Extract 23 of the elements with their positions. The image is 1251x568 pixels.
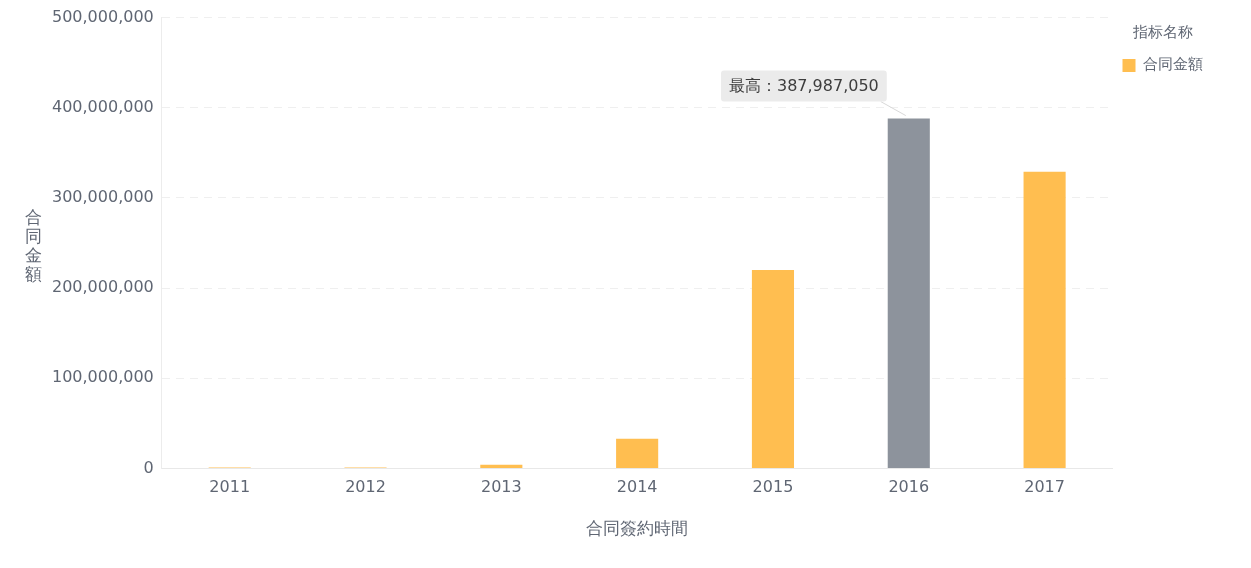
- y-axis-title: 合同金額: [24, 206, 42, 284]
- x-tick-label: 2015: [752, 477, 794, 497]
- x-tick-label: 2013: [480, 477, 522, 497]
- legend-title: 指标名称: [1131, 23, 1193, 42]
- x-tick-label: 2016: [888, 477, 930, 497]
- x-tick-label: 2014: [616, 477, 658, 497]
- x-tick-label: 2011: [209, 477, 251, 497]
- bar: [616, 438, 659, 468]
- annotation: 最高：387,987,050: [728, 76, 879, 96]
- x-tick-label: 2012: [345, 477, 386, 497]
- y-tick-label: 500,000,000: [51, 6, 154, 26]
- bar: [1023, 171, 1066, 468]
- legend-label: 合同金額: [1143, 55, 1203, 74]
- y-tick-label: 100,000,000: [51, 367, 154, 387]
- y-tick-label: 300,000,000: [51, 187, 154, 207]
- x-tick-label: 2017: [1024, 477, 1065, 497]
- y-tick-label: 400,000,000: [51, 96, 154, 116]
- bar: [887, 118, 930, 468]
- bar: [480, 464, 523, 468]
- bar: [751, 270, 795, 468]
- x-axis-title: 合同簽約時間: [586, 518, 689, 539]
- y-tick-label: 200,000,000: [51, 277, 154, 297]
- y-tick-label: 0: [143, 457, 154, 477]
